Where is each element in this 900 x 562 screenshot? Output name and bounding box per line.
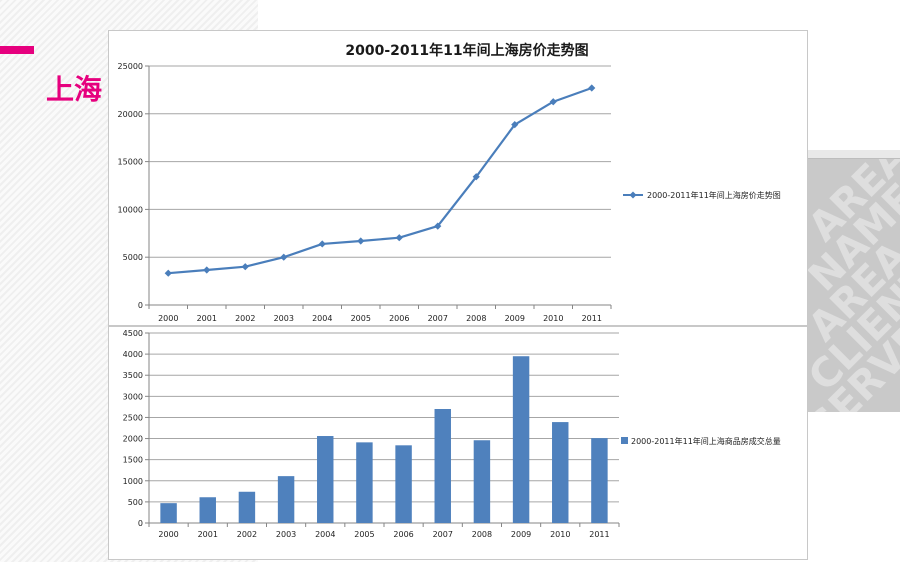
data-point <box>357 237 365 245</box>
toolbar-strip <box>808 150 900 159</box>
data-point <box>588 84 596 92</box>
x-tick-label: 2010 <box>543 314 563 323</box>
bar <box>199 497 216 523</box>
legend-label: 2000-2011年11年间上海商品房成交总量 <box>631 436 781 446</box>
bar <box>591 438 608 523</box>
series-line <box>168 86 593 275</box>
x-tick-label: 2004 <box>312 314 332 323</box>
x-tick-label: 2001 <box>198 530 218 539</box>
data-point <box>511 121 519 129</box>
x-tick-label: 2008 <box>472 530 492 539</box>
y-tick-label: 1500 <box>123 456 143 465</box>
accent-bar <box>0 46 34 54</box>
data-point <box>434 222 442 230</box>
x-tick-label: 2011 <box>582 314 602 323</box>
y-tick-label: 4000 <box>123 350 143 359</box>
y-tick-label: 2000 <box>123 435 143 444</box>
data-point <box>395 234 403 242</box>
x-tick-label: 2006 <box>393 530 413 539</box>
y-tick-label: 4500 <box>123 329 143 338</box>
x-tick-label: 2005 <box>351 314 371 323</box>
x-tick-label: 2000 <box>158 530 178 539</box>
line-chart: 2000-2011年11年间上海房价走势图 0 5000 10000 15000 2000… <box>118 42 781 323</box>
chart-title: 2000-2011年11年间上海房价走势图 <box>345 42 588 59</box>
data-point <box>241 263 249 271</box>
x-tick-label: 2003 <box>276 530 296 539</box>
y-tick-label: 3000 <box>123 392 143 401</box>
y-tick-label: 2500 <box>123 413 143 422</box>
x-tick-label: 2002 <box>237 530 257 539</box>
y-tick-label: 20000 <box>118 110 143 119</box>
x-tick-label: 2010 <box>550 530 570 539</box>
y-tick-label: 25000 <box>118 62 143 71</box>
x-tick-label: 2009 <box>505 314 525 323</box>
legend-swatch <box>621 437 628 444</box>
x-tick-label: 2008 <box>466 314 486 323</box>
bar <box>160 503 177 523</box>
bar-chart-panel: 0 500 1000 1500 2000 2500 3000 3500 4000 4500 2000… <box>108 326 808 560</box>
x-tick-label: 2004 <box>315 530 335 539</box>
x-tick-label: 2007 <box>428 314 448 323</box>
y-tick-label: 0 <box>138 301 143 310</box>
y-tick-label: 15000 <box>118 158 143 167</box>
x-tick-label: 2011 <box>589 530 609 539</box>
data-point <box>280 253 288 261</box>
slide-title: 上海 <box>46 73 103 106</box>
data-point <box>164 269 172 277</box>
data-point <box>472 173 480 181</box>
y-tick-label: 10000 <box>118 205 143 214</box>
bar <box>434 409 451 523</box>
x-tick-label: 2002 <box>235 314 255 323</box>
legend-marker <box>629 191 637 199</box>
x-tick-label: 2006 <box>389 314 409 323</box>
x-tick-label: 2009 <box>511 530 531 539</box>
bar <box>473 440 491 523</box>
data-point <box>549 98 557 106</box>
bar <box>356 442 373 523</box>
x-tick-label: 2000 <box>158 314 178 323</box>
y-tick-label: 3500 <box>123 371 143 380</box>
y-tick-label: 0 <box>138 519 143 528</box>
data-point <box>203 266 211 274</box>
bar <box>317 436 334 523</box>
y-tick-label: 5000 <box>123 253 143 262</box>
bar <box>238 491 256 523</box>
x-tick-label: 2005 <box>354 530 374 539</box>
bar <box>395 445 412 523</box>
y-tick-label: 1000 <box>123 477 143 486</box>
x-tick-label: 2007 <box>433 530 453 539</box>
bar <box>512 356 530 523</box>
x-tick-label: 2001 <box>197 314 217 323</box>
y-tick-label: 500 <box>128 498 143 507</box>
legend-label: 2000-2011年11年间上海房价走势图 <box>647 190 781 200</box>
x-tick-label: 2003 <box>274 314 294 323</box>
background-decoration: AREA NAME AREA CLIENT SERVE <box>800 150 900 412</box>
line-chart-panel: 2000-2011年11年间上海房价走势图 0 5000 10000 15000 2000… <box>108 30 808 326</box>
bar-chart: 0 500 1000 1500 2000 2500 3000 3500 4000 4500 2000… <box>123 329 781 539</box>
bar <box>552 422 569 523</box>
bar <box>277 476 295 523</box>
data-point <box>318 240 326 248</box>
